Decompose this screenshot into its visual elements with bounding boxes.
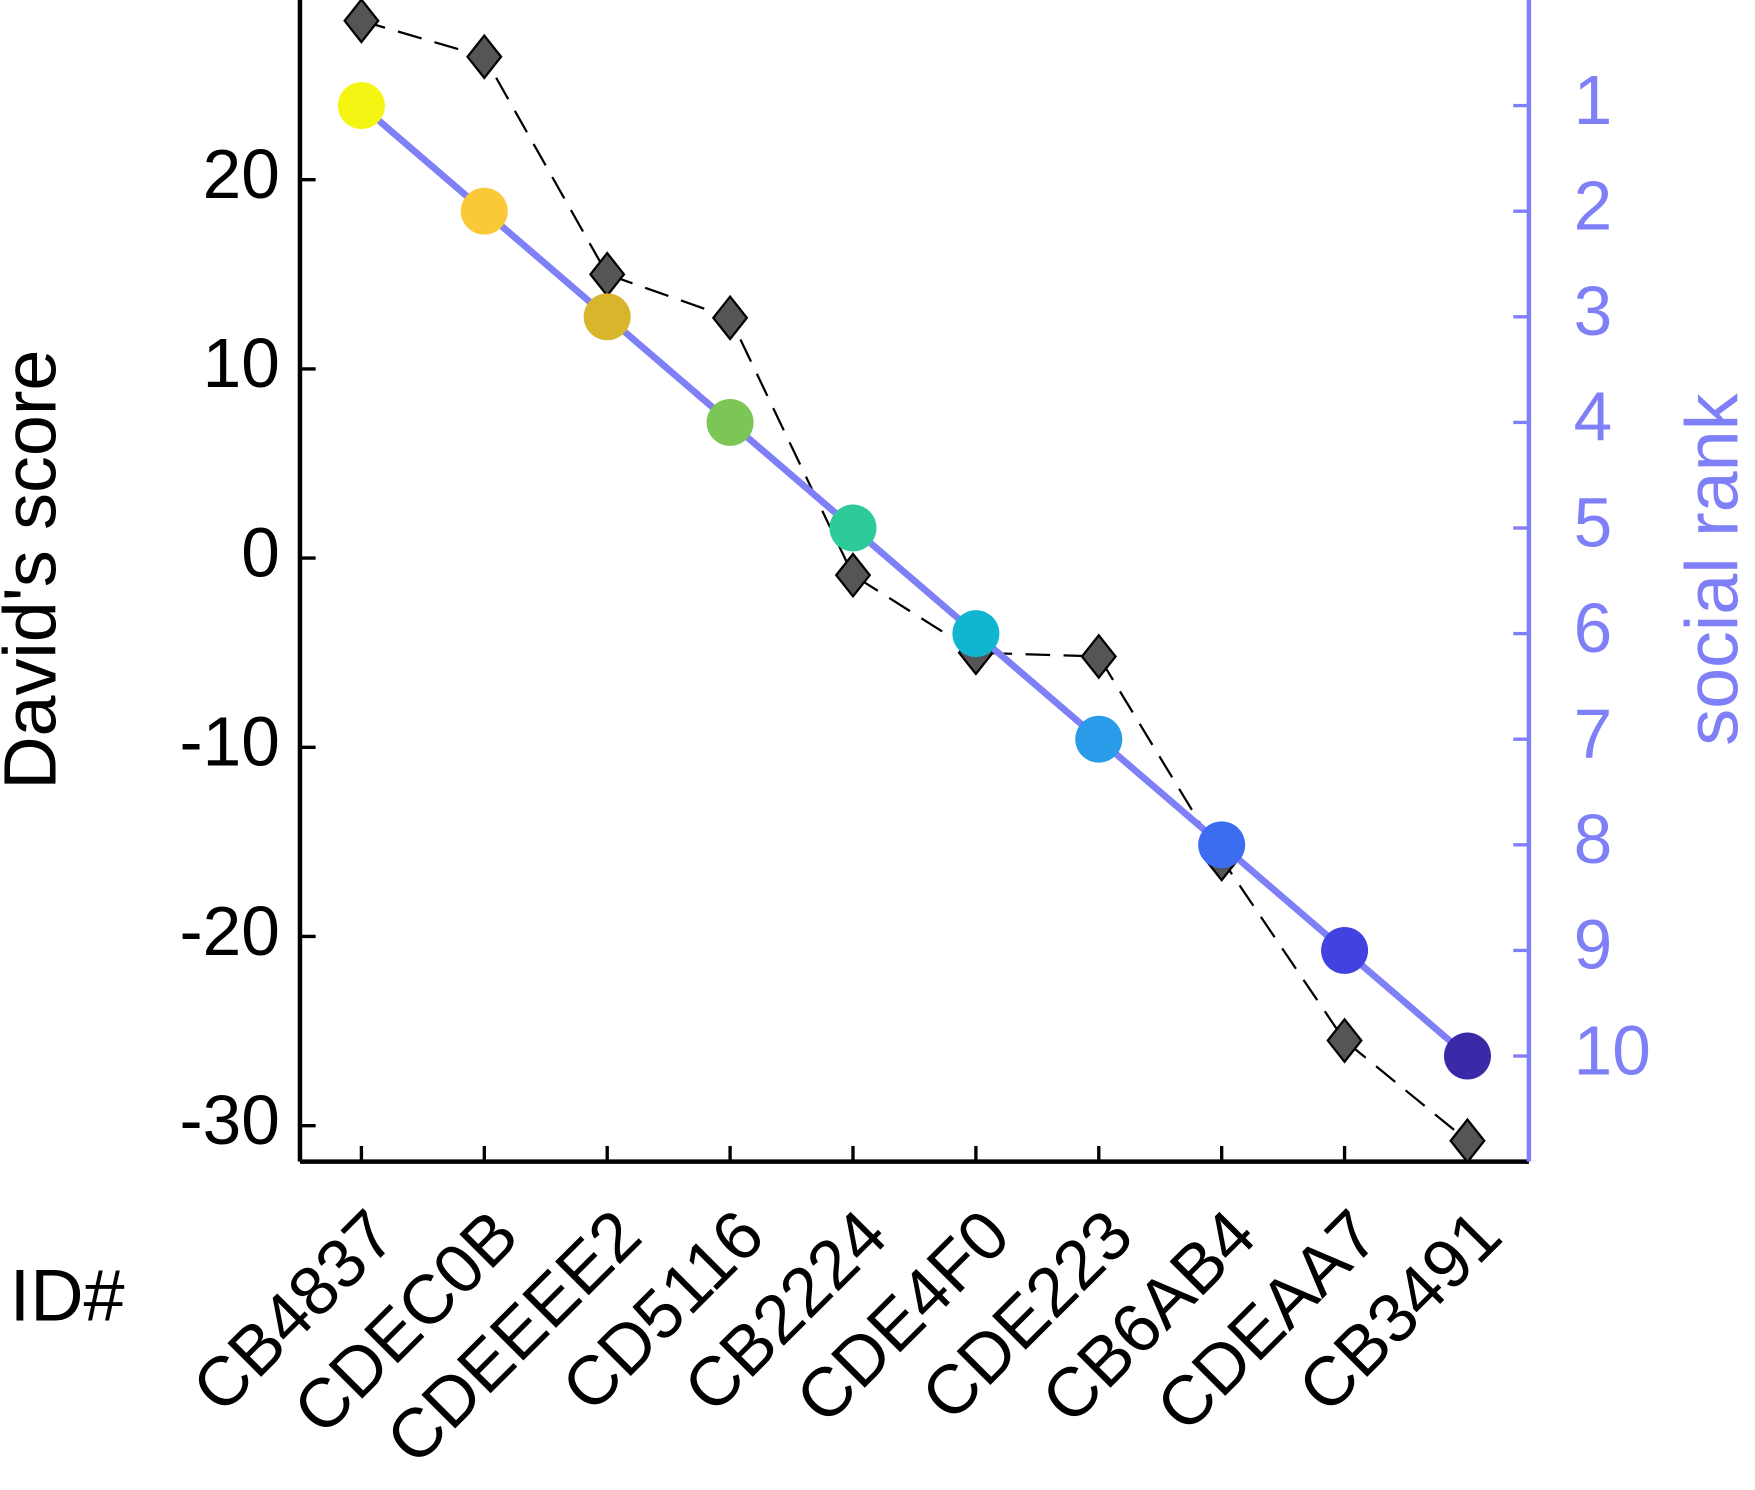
rank-marker — [1198, 821, 1246, 869]
y2-tick-label: 9 — [1574, 906, 1613, 984]
rank-marker — [829, 504, 877, 552]
diamond-marker — [466, 33, 503, 80]
rank-marker — [337, 82, 385, 130]
diamond-marker — [711, 294, 749, 341]
y-tick-label: 10 — [203, 324, 280, 402]
y-tick-label: -30 — [180, 1081, 280, 1159]
rank-marker — [583, 293, 631, 341]
y-tick-label: -10 — [180, 703, 280, 781]
diamond-marker — [1080, 633, 1117, 680]
y2-tick-label: 8 — [1574, 800, 1613, 878]
y2-tick-label: 2 — [1574, 167, 1613, 245]
y2-tick-label: 10 — [1574, 1011, 1651, 1089]
y2-tick-label: 6 — [1574, 589, 1613, 667]
y2-axis-label: social rank — [1671, 393, 1754, 745]
rank-marker — [1321, 926, 1369, 974]
y-axis-label: David's score — [0, 350, 71, 790]
y-tick-label: 20 — [203, 135, 280, 213]
rank-marker — [460, 187, 508, 235]
y2-tick-label: 1 — [1574, 61, 1613, 139]
diamond-marker — [588, 251, 626, 298]
series-line — [359, 103, 1470, 1059]
y2-tick-label: 3 — [1574, 272, 1613, 350]
rank-marker — [952, 610, 1000, 658]
y-tick-label: -20 — [180, 892, 280, 970]
rank-marker — [706, 398, 754, 446]
rank-marker — [1075, 715, 1123, 763]
series-line — [361, 19, 1469, 1142]
y2-tick-label: 7 — [1574, 695, 1613, 773]
y-tick-label: 0 — [241, 513, 280, 591]
diamond-marker — [1449, 1117, 1486, 1164]
diamond-marker — [834, 552, 872, 599]
rank-marker — [1443, 1032, 1491, 1080]
diamond-marker — [343, 0, 380, 44]
y2-tick-label: 4 — [1574, 378, 1613, 456]
y2-tick-label: 5 — [1574, 483, 1613, 561]
diamond-marker — [1326, 1017, 1363, 1064]
x-axis-label: ID# — [10, 1254, 125, 1337]
